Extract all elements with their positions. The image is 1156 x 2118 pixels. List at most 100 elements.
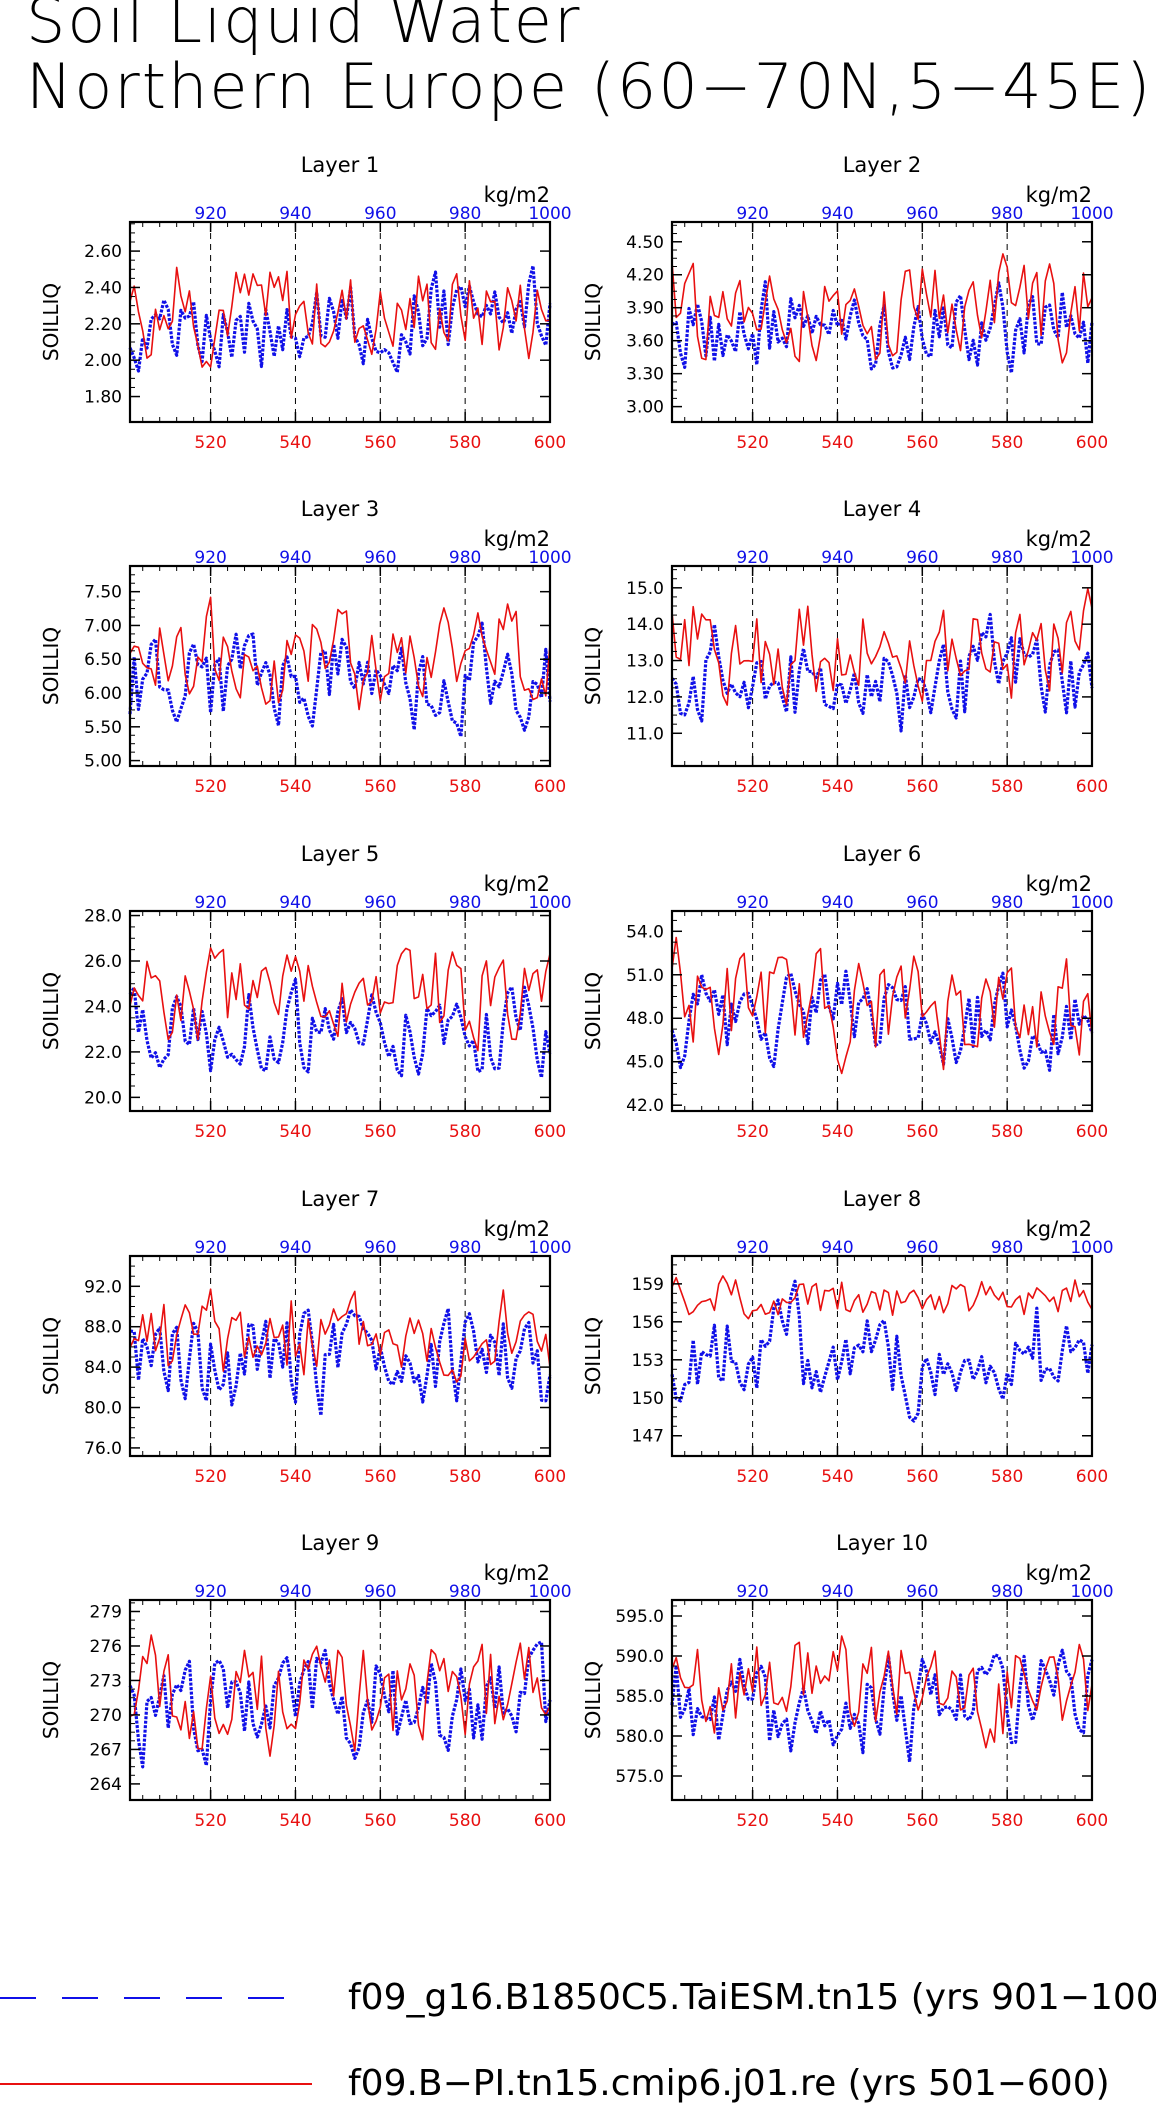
- x-tick-label: 520: [736, 1467, 768, 1487]
- x-top-tick-label: 1000: [1070, 893, 1113, 913]
- x-top-tick-label: 980: [991, 1582, 1023, 1602]
- y-tick-label: 51.0: [626, 966, 664, 986]
- x-top-tick-label: 920: [736, 893, 768, 913]
- x-top-tick-label: 1000: [528, 548, 571, 568]
- x-tick-label: 600: [534, 433, 566, 453]
- y-tick-label: 5.00: [84, 752, 122, 772]
- x-tick-label: 600: [1076, 433, 1108, 453]
- x-top-tick-label: 1000: [1070, 204, 1113, 224]
- x-tick-label: 520: [194, 1811, 226, 1831]
- plot-frame: [670, 220, 1094, 424]
- y-tick-label: 590.0: [615, 1647, 664, 1667]
- y-axis-label: SOILLIQ: [581, 283, 605, 361]
- series-line-red: [129, 1634, 551, 1757]
- chart-panel-6: Layer 6 kg/m2 520 540 560 580 600 920 940 960 980 1…: [581, 842, 1114, 1142]
- y-axis-label: SOILLIQ: [39, 627, 63, 705]
- x-top-tick-label: 920: [736, 1582, 768, 1602]
- chart-title: Layer 9: [301, 1531, 380, 1555]
- x-top-tick-label: 960: [906, 893, 938, 913]
- plot-frame: [670, 1254, 1094, 1458]
- chart-title: Layer 1: [301, 153, 380, 177]
- legend-label-blue: f09_g16.B1850C5.TaiESM.tn15 (yrs 901−100…: [348, 1977, 1156, 2018]
- x-top-tick-label: 940: [279, 204, 311, 224]
- chart-panel-5: Layer 5 kg/m2 520 540 560 580 600 920 940 960 980 1…: [39, 842, 572, 1142]
- y-tick-label: 48.0: [626, 1009, 664, 1029]
- x-tick-label: 520: [736, 433, 768, 453]
- y-axis-label: SOILLIQ: [581, 972, 605, 1050]
- x-tick-label: 540: [821, 1122, 853, 1142]
- series-line-blue: [670, 969, 1094, 1072]
- x-tick-label: 580: [991, 1811, 1023, 1831]
- x-top-tick-label: 940: [821, 548, 853, 568]
- y-tick-label: 585.0: [615, 1687, 664, 1707]
- x-top-tick-label: 980: [991, 893, 1023, 913]
- series-line-blue: [671, 280, 1094, 375]
- units-label: kg/m2: [484, 183, 550, 207]
- x-tick-label: 540: [821, 433, 853, 453]
- x-tick-label: 560: [364, 777, 396, 797]
- x-top-tick-label: 940: [279, 548, 311, 568]
- series-line-red: [129, 947, 551, 1052]
- y-tick-label: 147: [632, 1427, 664, 1447]
- y-tick-label: 3.00: [626, 398, 664, 418]
- x-tick-label: 560: [364, 1122, 396, 1142]
- chart-title: Layer 4: [843, 497, 922, 521]
- chart-panel-4: Layer 4 kg/m2 520 540 560 580 600 920 940 960 980 1…: [581, 497, 1114, 797]
- plot-frame: [670, 1598, 1094, 1802]
- y-tick-label: 2.40: [84, 278, 122, 298]
- legend-label-red: f09.B−PI.tn15.cmip6.j01.re (yrs 501−600): [348, 2063, 1110, 2104]
- x-tick-label: 540: [279, 777, 311, 797]
- y-tick-label: 153: [632, 1351, 664, 1371]
- plot-frame: [128, 220, 552, 424]
- y-tick-label: 575.0: [615, 1767, 664, 1787]
- legend-item-red: f09.B−PI.tn15.cmip6.j01.re (yrs 501−600): [0, 2058, 1156, 2118]
- y-tick-label: 279: [90, 1602, 122, 1622]
- plot-frame: [128, 909, 552, 1113]
- x-tick-label: 540: [279, 1122, 311, 1142]
- y-axis-label: SOILLIQ: [39, 972, 63, 1050]
- x-tick-label: 540: [279, 1811, 311, 1831]
- legend-swatch-red: [0, 2083, 312, 2085]
- series-line-red: [129, 266, 551, 368]
- y-axis-label: SOILLIQ: [581, 1661, 605, 1739]
- y-tick-label: 270: [90, 1706, 122, 1726]
- x-top-tick-label: 980: [449, 1238, 481, 1258]
- plot-frame: [128, 1598, 552, 1802]
- x-top-tick-label: 960: [906, 548, 938, 568]
- x-top-tick-label: 960: [364, 1238, 396, 1258]
- y-tick-label: 54.0: [626, 922, 664, 942]
- x-tick-label: 600: [1076, 1811, 1108, 1831]
- units-label: kg/m2: [1026, 183, 1092, 207]
- x-top-tick-label: 960: [364, 1582, 396, 1602]
- y-tick-label: 7.50: [84, 583, 122, 603]
- y-tick-label: 28.0: [84, 907, 122, 927]
- x-top-tick-label: 920: [736, 548, 768, 568]
- series-line-red: [129, 1288, 551, 1383]
- x-top-tick-label: 980: [991, 548, 1023, 568]
- x-tick-label: 540: [821, 777, 853, 797]
- y-axis-label: SOILLIQ: [39, 283, 63, 361]
- units-label: kg/m2: [484, 872, 550, 896]
- x-tick-label: 580: [991, 433, 1023, 453]
- y-tick-label: 276: [90, 1637, 122, 1657]
- plot-frame: [670, 909, 1094, 1113]
- y-tick-label: 14.0: [626, 615, 664, 635]
- x-top-tick-label: 940: [821, 1582, 853, 1602]
- units-label: kg/m2: [484, 527, 550, 551]
- y-tick-label: 580.0: [615, 1727, 664, 1747]
- y-tick-label: 273: [90, 1671, 122, 1691]
- x-top-tick-label: 980: [991, 1238, 1023, 1258]
- y-tick-label: 11.0: [626, 724, 664, 744]
- x-top-tick-label: 940: [821, 1238, 853, 1258]
- y-tick-label: 26.0: [84, 952, 122, 972]
- y-tick-label: 2.00: [84, 351, 122, 371]
- series-line-blue: [128, 977, 552, 1080]
- series-line-red: [671, 1275, 1093, 1320]
- y-tick-label: 595.0: [615, 1607, 664, 1627]
- y-tick-label: 6.00: [84, 684, 122, 704]
- title-line-1: Soil Liquid Water: [26, 0, 582, 57]
- x-tick-label: 600: [534, 777, 566, 797]
- x-top-tick-label: 960: [364, 204, 396, 224]
- y-tick-label: 159: [632, 1275, 664, 1295]
- y-tick-label: 264: [90, 1775, 122, 1795]
